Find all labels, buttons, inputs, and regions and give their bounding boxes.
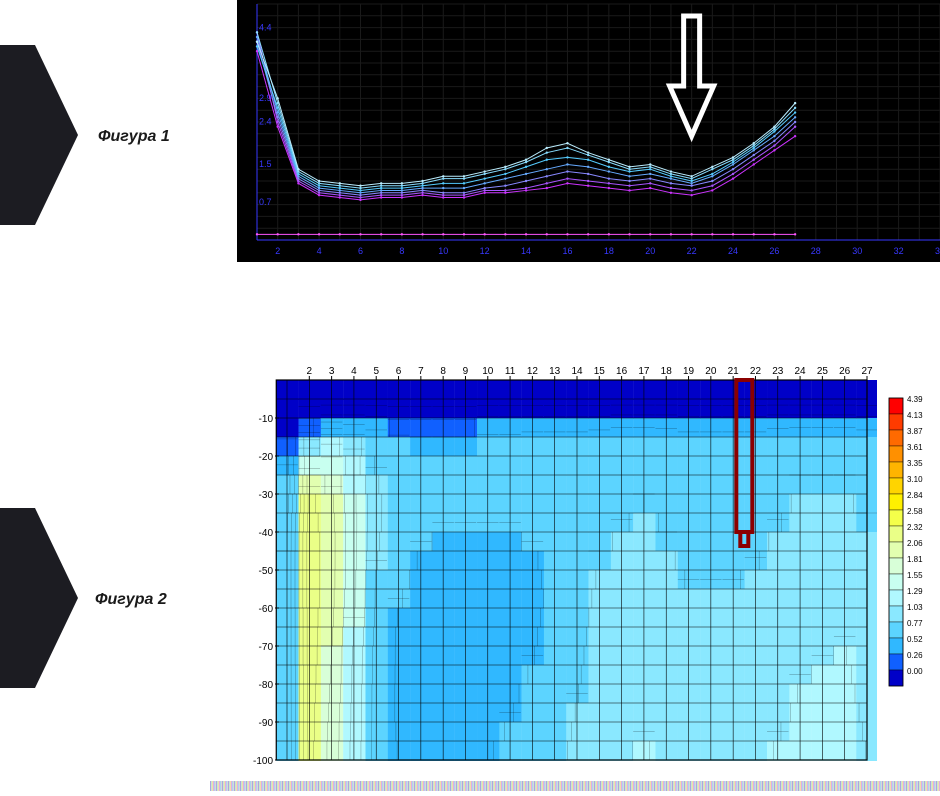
svg-text:25: 25 bbox=[817, 366, 829, 377]
svg-text:24: 24 bbox=[795, 366, 807, 377]
svg-text:15: 15 bbox=[594, 366, 606, 377]
svg-text:13: 13 bbox=[549, 366, 561, 377]
svg-text:2: 2 bbox=[275, 246, 280, 256]
svg-text:3.61: 3.61 bbox=[907, 443, 923, 452]
svg-text:-60: -60 bbox=[259, 604, 274, 615]
svg-text:20: 20 bbox=[705, 366, 717, 377]
svg-text:21: 21 bbox=[728, 366, 740, 377]
svg-text:24: 24 bbox=[728, 246, 738, 256]
svg-text:14: 14 bbox=[571, 366, 583, 377]
chart1-line-plot: 2468101214161820222426283032340.71.52.42… bbox=[237, 0, 940, 262]
svg-text:0.77: 0.77 bbox=[907, 619, 923, 628]
svg-text:22: 22 bbox=[750, 366, 762, 377]
noise-decoration bbox=[210, 778, 940, 788]
svg-text:3.87: 3.87 bbox=[907, 427, 923, 436]
svg-text:14: 14 bbox=[521, 246, 531, 256]
svg-text:0.00: 0.00 bbox=[907, 667, 923, 676]
svg-text:22: 22 bbox=[687, 246, 697, 256]
svg-text:-100: -100 bbox=[253, 756, 273, 767]
chart2-contour-plot: 2345678910111213141516171819202122232425… bbox=[237, 360, 877, 770]
svg-text:30: 30 bbox=[852, 246, 862, 256]
svg-text:2.84: 2.84 bbox=[907, 491, 923, 500]
svg-text:1.81: 1.81 bbox=[907, 555, 923, 564]
svg-text:0.26: 0.26 bbox=[907, 651, 923, 660]
figure2-label: Фигура 2 bbox=[95, 591, 167, 609]
svg-text:-90: -90 bbox=[259, 718, 274, 729]
svg-text:-80: -80 bbox=[259, 680, 274, 691]
svg-text:7: 7 bbox=[418, 366, 424, 377]
svg-text:4.39: 4.39 bbox=[907, 395, 923, 404]
svg-text:2.32: 2.32 bbox=[907, 523, 923, 532]
svg-text:4.4: 4.4 bbox=[259, 22, 272, 32]
svg-text:0.7: 0.7 bbox=[259, 197, 272, 207]
svg-text:-50: -50 bbox=[259, 566, 274, 577]
svg-text:1.5: 1.5 bbox=[259, 159, 272, 169]
svg-text:16: 16 bbox=[616, 366, 628, 377]
svg-text:10: 10 bbox=[482, 366, 494, 377]
figure1-label: Фигура 1 bbox=[98, 128, 170, 146]
svg-text:-10: -10 bbox=[259, 414, 274, 425]
svg-text:16: 16 bbox=[562, 246, 572, 256]
svg-text:34: 34 bbox=[935, 246, 940, 256]
svg-text:23: 23 bbox=[772, 366, 784, 377]
svg-text:-20: -20 bbox=[259, 452, 274, 463]
pointer-decoration-2 bbox=[0, 508, 80, 688]
svg-text:6: 6 bbox=[358, 246, 363, 256]
svg-text:18: 18 bbox=[604, 246, 614, 256]
svg-text:20: 20 bbox=[645, 246, 655, 256]
svg-text:26: 26 bbox=[839, 366, 851, 377]
svg-text:19: 19 bbox=[683, 366, 695, 377]
svg-text:12: 12 bbox=[480, 246, 490, 256]
svg-text:10: 10 bbox=[438, 246, 448, 256]
svg-text:2.4: 2.4 bbox=[259, 117, 272, 127]
svg-text:-70: -70 bbox=[259, 642, 274, 653]
svg-text:17: 17 bbox=[638, 366, 650, 377]
chart2-colorbar: 4.39 4.13 3.87 3.61 3.35 3.10 2.84 2.58 2.32 2.06… bbox=[887, 390, 937, 740]
svg-text:3.10: 3.10 bbox=[907, 475, 923, 484]
svg-text:-40: -40 bbox=[259, 528, 274, 539]
svg-text:1.03: 1.03 bbox=[907, 603, 923, 612]
svg-text:3.35: 3.35 bbox=[907, 459, 923, 468]
svg-text:2.06: 2.06 bbox=[907, 539, 923, 548]
svg-text:0.52: 0.52 bbox=[907, 635, 923, 644]
svg-text:6: 6 bbox=[396, 366, 402, 377]
pointer-decoration-1 bbox=[0, 45, 80, 225]
svg-text:4: 4 bbox=[351, 366, 357, 377]
svg-text:9: 9 bbox=[463, 366, 469, 377]
svg-text:18: 18 bbox=[661, 366, 673, 377]
svg-text:-30: -30 bbox=[259, 490, 274, 501]
svg-text:5: 5 bbox=[373, 366, 379, 377]
svg-text:8: 8 bbox=[399, 246, 404, 256]
svg-text:4.13: 4.13 bbox=[907, 411, 923, 420]
svg-text:1.55: 1.55 bbox=[907, 571, 923, 580]
svg-text:3: 3 bbox=[329, 366, 335, 377]
svg-text:28: 28 bbox=[811, 246, 821, 256]
svg-text:2: 2 bbox=[307, 366, 313, 377]
svg-text:2.58: 2.58 bbox=[907, 507, 923, 516]
svg-text:26: 26 bbox=[769, 246, 779, 256]
svg-text:1.29: 1.29 bbox=[907, 587, 923, 596]
svg-text:27: 27 bbox=[861, 366, 873, 377]
svg-text:4: 4 bbox=[317, 246, 322, 256]
svg-text:8: 8 bbox=[440, 366, 446, 377]
svg-text:12: 12 bbox=[527, 366, 539, 377]
svg-text:32: 32 bbox=[894, 246, 904, 256]
svg-text:11: 11 bbox=[505, 366, 516, 377]
